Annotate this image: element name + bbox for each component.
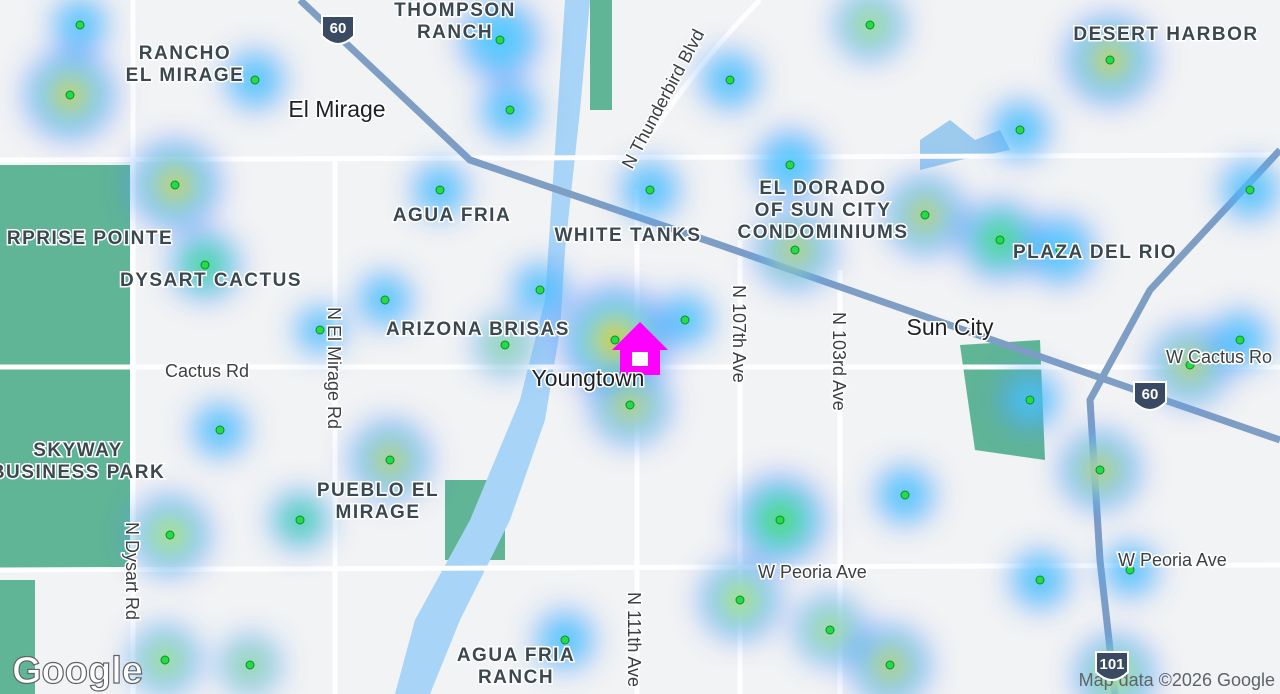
place-label: WHITE TANKS [554, 225, 701, 246]
heat-point [790, 245, 800, 255]
place-label: DYSART CACTUS [120, 270, 302, 291]
place-label: RPRISE POINTE [7, 228, 173, 249]
shield-label: 101 [1099, 656, 1124, 673]
heat-point [1105, 55, 1115, 65]
attribution: Map data ©2026 Google [1079, 670, 1275, 690]
heat-point [680, 315, 690, 325]
heatmap-points [65, 20, 1255, 680]
heat-point [1235, 335, 1245, 345]
highways [297, 0, 1280, 694]
heat-point [315, 325, 325, 335]
place-label: OF SUN CITY [755, 200, 892, 221]
heat-point [785, 160, 795, 170]
home-marker [612, 322, 668, 375]
heat-point [295, 515, 305, 525]
place-label: RANCHO [139, 43, 231, 64]
heat-point [900, 490, 910, 500]
heat-point [995, 235, 1005, 245]
heat-point [380, 295, 390, 305]
city-label: Sun City [907, 314, 994, 340]
heat-point [505, 105, 515, 115]
heat-point [1015, 125, 1025, 135]
place-label: DESERT HARBOR [1073, 24, 1258, 45]
place-label: PLAZA DEL RIO [1013, 242, 1177, 263]
heat-point [885, 660, 895, 670]
place-label: PUEBLO EL [317, 480, 439, 501]
road-label: Cactus Rd [165, 361, 249, 381]
road-label: N Dysart Rd [122, 522, 142, 620]
highway-shield [321, 15, 355, 45]
place-label: THOMPSON [394, 0, 516, 21]
city-label: Youngtown [532, 365, 645, 391]
heat-point [775, 515, 785, 525]
place-label: BUSINESS PARK [0, 462, 165, 483]
shield-label: 60 [330, 20, 347, 37]
heat-point [165, 530, 175, 540]
heat-point [385, 455, 395, 465]
heat-point [1185, 360, 1195, 370]
road-label: N El Mirage Rd [324, 307, 344, 429]
heat-point [610, 335, 620, 345]
road-label: W Cactus Ro [1166, 347, 1272, 367]
heat-point [560, 635, 570, 645]
road-label: N 103rd Ave [829, 312, 849, 411]
heat-point [535, 285, 545, 295]
heat-point [1055, 245, 1065, 255]
place-label: MIRAGE [336, 502, 421, 523]
heat-point [160, 655, 170, 665]
place-label: EL MIRAGE [126, 65, 245, 86]
heat-point [250, 75, 260, 85]
heat-point [625, 400, 635, 410]
heat-point [825, 625, 835, 635]
highway-shield [1095, 651, 1129, 681]
road-label: W Peoria Ave [758, 562, 867, 582]
heat-point [500, 340, 510, 350]
place-label: CONDOMINIUMS [737, 222, 908, 243]
place-label: EL DORADO [759, 178, 886, 199]
shield-label: 60 [1142, 386, 1159, 403]
place-label: ARIZONA BRISAS [386, 319, 570, 340]
heat-point [1125, 565, 1135, 575]
heat-point [1035, 575, 1045, 585]
heat-point [1095, 465, 1105, 475]
heat-point [245, 660, 255, 670]
heat-point [65, 90, 75, 100]
place-label: SKYWAY [33, 440, 123, 461]
heat-point [435, 185, 445, 195]
google-logo: Google [12, 650, 143, 692]
google-logo-group: Google [11, 649, 143, 692]
city-label: El Mirage [288, 96, 385, 122]
heat-point [495, 35, 505, 45]
heat-point [920, 210, 930, 220]
heat-point [725, 75, 735, 85]
heat-point [1245, 185, 1255, 195]
place-label: AGUA FRIA [393, 205, 511, 226]
highway-shield [1133, 381, 1167, 411]
heat-point [865, 20, 875, 30]
heat-point [1025, 395, 1035, 405]
place-label: AGUA FRIA [457, 645, 575, 666]
place-label: RANCH [417, 22, 493, 43]
road-label: N 111th Ave [624, 592, 644, 687]
place-label: RANCH [478, 667, 554, 688]
heat-point [735, 595, 745, 605]
heat-point [75, 20, 85, 30]
heat-point [645, 185, 655, 195]
heat-point [170, 180, 180, 190]
road-label: N 107th Ave [729, 285, 749, 383]
heat-point [215, 425, 225, 435]
heat-point [200, 260, 210, 270]
road-label: W Peoria Ave [1118, 550, 1227, 570]
